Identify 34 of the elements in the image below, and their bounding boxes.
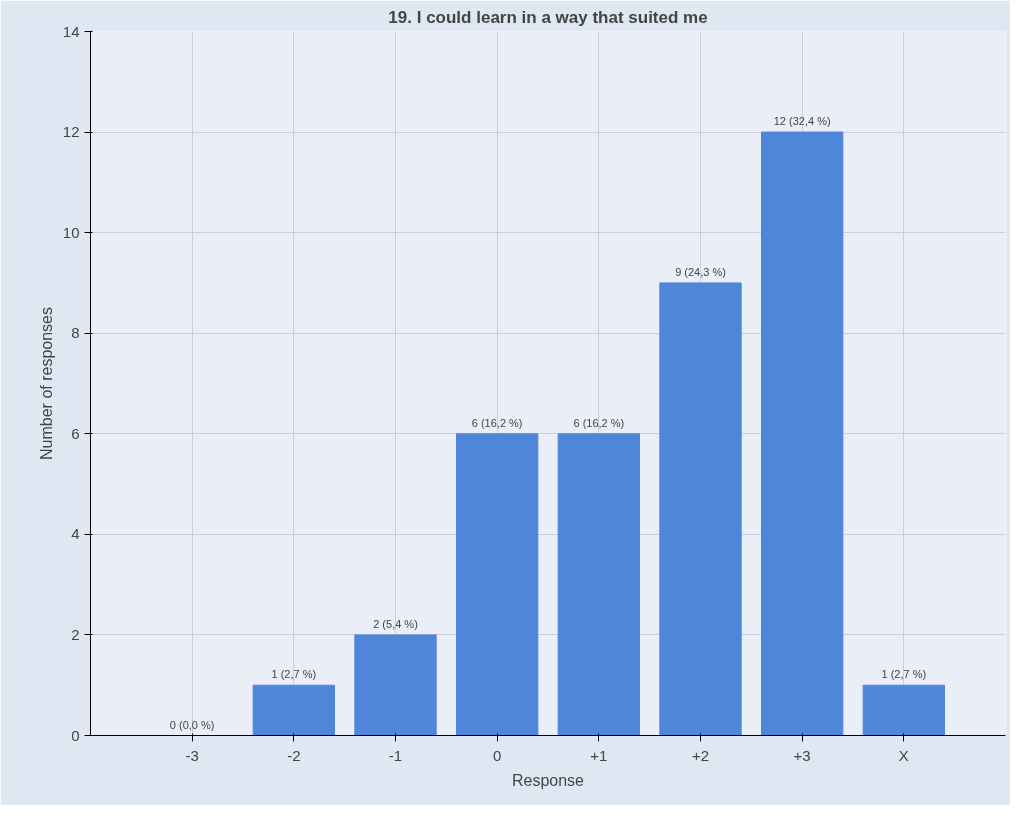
x-tick-label: -3 xyxy=(185,746,199,764)
x-tick-label: +3 xyxy=(793,746,811,764)
y-tick-label: 0 xyxy=(71,726,80,744)
data-label: 1 (2,7 %) xyxy=(271,668,317,681)
y-tick-label: 8 xyxy=(71,324,80,342)
bar xyxy=(557,433,640,736)
data-label: 12 (32,4 %) xyxy=(773,115,831,128)
x-tick-label: +1 xyxy=(590,746,608,764)
bar xyxy=(252,684,335,736)
y-tick-label: 6 xyxy=(71,424,80,442)
bar xyxy=(354,634,437,736)
x-axis-title: Response xyxy=(511,771,585,789)
bar xyxy=(659,282,742,736)
x-tick-label: +2 xyxy=(691,746,710,764)
x-tick-label: 0 xyxy=(493,746,502,764)
data-label: 0 (0,0 %) xyxy=(169,718,215,731)
data-label: 6 (16,2 %) xyxy=(471,416,523,429)
data-label: 6 (16,2 %) xyxy=(573,416,625,429)
y-tick-label: 4 xyxy=(71,525,80,543)
chart-title: 19. I could learn in a way that suited me xyxy=(388,7,708,27)
bar xyxy=(761,131,844,736)
x-tick-label: -2 xyxy=(287,746,301,764)
x-tick-label: X xyxy=(898,746,909,764)
bar xyxy=(456,433,539,736)
bar xyxy=(862,684,945,736)
data-label: 1 (2,7 %) xyxy=(881,668,927,681)
y-tick-label: 2 xyxy=(71,625,80,643)
x-tick-label: -1 xyxy=(388,746,403,764)
y-axis-title: Number of responses xyxy=(37,307,55,460)
y-tick-label: 14 xyxy=(62,22,80,40)
data-label: 9 (24,3 %) xyxy=(675,265,726,278)
y-tick-label: 10 xyxy=(62,223,80,241)
y-tick-label: 12 xyxy=(62,123,80,141)
data-label: 2 (5,4 %) xyxy=(373,617,418,630)
